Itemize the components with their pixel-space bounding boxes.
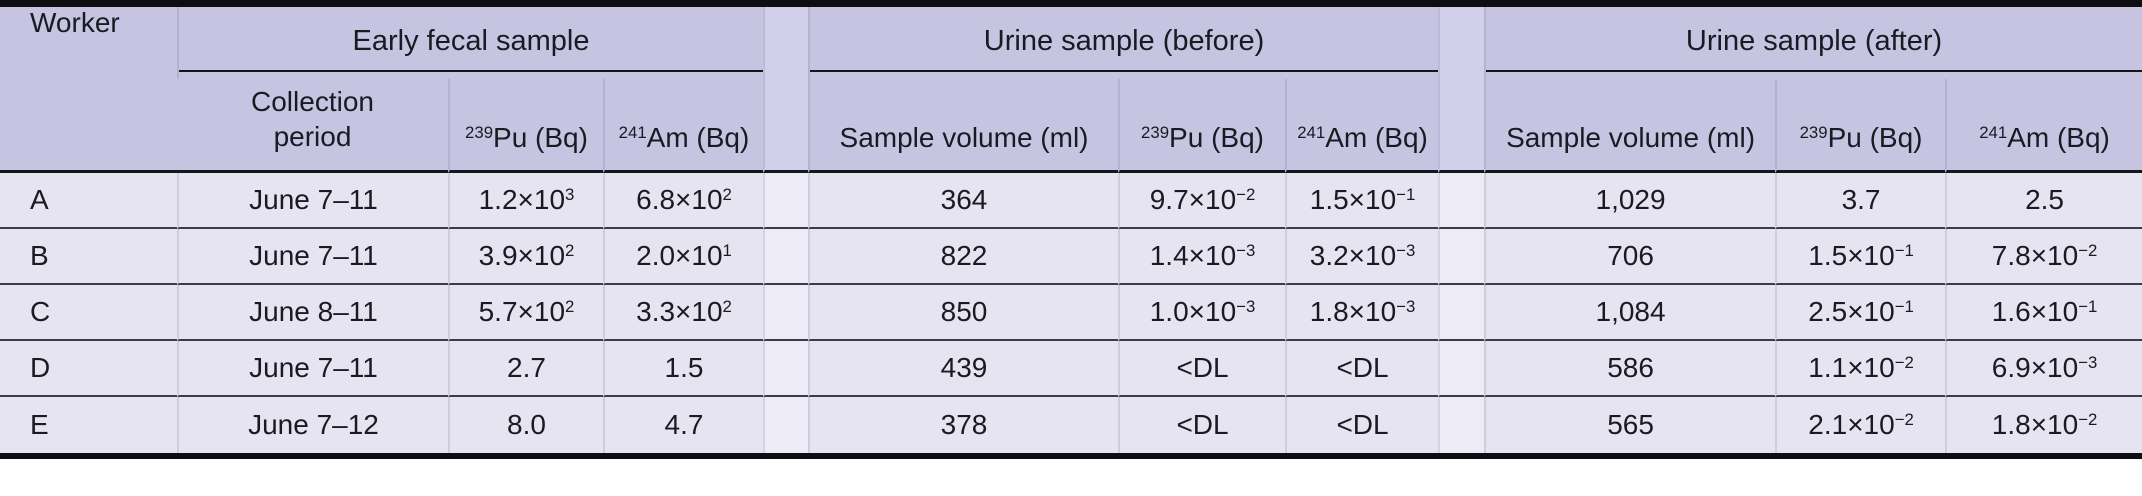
cell-worker: A <box>0 173 177 229</box>
table-body: A June 7–11 1.2×103 6.8×102 364 9.7×10−2 1.5×1… <box>0 173 2142 453</box>
cell-urine-before-volume: 850 <box>808 285 1119 341</box>
table-row: D June 7–11 2.7 1.5 439 <DL <DL 586 1.1×10−2 6.9×… <box>0 341 2142 397</box>
cell-urine-before-pu239: 1.4×10−3 <box>1118 229 1286 285</box>
table-row: B June 7–11 3.9×102 2.0×101 822 1.4×10−3 3.2×1… <box>0 229 2142 285</box>
cell-urine-after-volume: 1,084 <box>1484 285 1776 341</box>
cell-fecal-pu239: 3.9×102 <box>448 229 603 285</box>
cell-urine-after-am241: 2.5 <box>1945 173 2142 229</box>
cell-collection-period: June 7–11 <box>177 229 448 285</box>
group-label: Early fecal sample <box>179 7 764 72</box>
cell-worker: B <box>0 229 177 285</box>
cell-urine-before-am241: 1.8×10−3 <box>1285 285 1439 341</box>
group-header-urine-sample-before: Urine sample (before) <box>808 7 1439 79</box>
column-header-fecal-am241: 241Am (Bq) <box>603 79 764 173</box>
cell-fecal-am241: 3.3×102 <box>603 285 764 341</box>
cell-fecal-pu239: 2.7 <box>448 341 603 397</box>
cell-urine-before-pu239: 1.0×10−3 <box>1118 285 1286 341</box>
column-gap-cell <box>1438 397 1485 453</box>
cell-urine-before-am241: <DL <box>1285 397 1439 453</box>
cell-urine-before-volume: 364 <box>808 173 1119 229</box>
cell-collection-period: June 7–12 <box>177 397 448 453</box>
cell-urine-after-volume: 586 <box>1484 341 1776 397</box>
cell-urine-after-volume: 706 <box>1484 229 1776 285</box>
column-gap-cell <box>1438 341 1485 397</box>
cell-urine-before-am241: 3.2×10−3 <box>1285 229 1439 285</box>
column-header-urine-after-volume: Sample volume (ml) <box>1484 79 1776 173</box>
bioassay-results-table: Worker Early fecal sample Urine sample (… <box>0 7 2142 453</box>
column-gap-cell <box>763 397 809 453</box>
column-gap-cell <box>763 285 809 341</box>
group-header-row: Worker Early fecal sample Urine sample (… <box>0 7 2142 173</box>
cell-urine-before-am241: 1.5×10−1 <box>1285 173 1439 229</box>
table-frame: Worker Early fecal sample Urine sample (… <box>0 0 2142 459</box>
column-gap-cell <box>1438 285 1485 341</box>
cell-urine-before-pu239: 9.7×10−2 <box>1118 173 1286 229</box>
cell-urine-after-am241: 1.8×10−2 <box>1945 397 2142 453</box>
cell-worker: E <box>0 397 177 453</box>
cell-fecal-pu239: 1.2×103 <box>448 173 603 229</box>
cell-urine-after-am241: 1.6×10−1 <box>1945 285 2142 341</box>
group-header-early-fecal-sample: Early fecal sample <box>177 7 764 79</box>
cell-collection-period: June 8–11 <box>177 285 448 341</box>
column-gap-cell <box>763 173 809 229</box>
column-gap-cell <box>1438 173 1485 229</box>
cell-urine-before-volume: 822 <box>808 229 1119 285</box>
column-header-collection-period: Collection period <box>177 79 448 173</box>
group-header-urine-sample-after: Urine sample (after) <box>1484 7 2142 79</box>
cell-urine-after-pu239: 2.1×10−2 <box>1775 397 1946 453</box>
column-header-label: Collection period <box>251 86 374 152</box>
column-gap-cell <box>1438 229 1485 285</box>
cell-urine-after-pu239: 2.5×10−1 <box>1775 285 1946 341</box>
cell-fecal-am241: 4.7 <box>603 397 764 453</box>
column-header-fecal-pu239: 239Pu (Bq) <box>448 79 603 173</box>
column-gap-cell <box>763 341 809 397</box>
column-gap <box>1438 7 1485 173</box>
cell-collection-period: June 7–11 <box>177 173 448 229</box>
cell-urine-after-pu239: 3.7 <box>1775 173 1946 229</box>
column-gap-cell <box>763 229 809 285</box>
table-header: Worker Early fecal sample Urine sample (… <box>0 7 2142 173</box>
cell-fecal-am241: 6.8×102 <box>603 173 764 229</box>
cell-worker: C <box>0 285 177 341</box>
group-label: Urine sample (before) <box>810 7 1439 72</box>
column-header-urine-before-volume: Sample volume (ml) <box>808 79 1119 173</box>
cell-urine-after-am241: 6.9×10−3 <box>1945 341 2142 397</box>
cell-urine-after-volume: 1,029 <box>1484 173 1776 229</box>
column-header-worker: Worker <box>0 7 177 173</box>
cell-urine-before-volume: 439 <box>808 341 1119 397</box>
table-row: C June 8–11 5.7×102 3.3×102 850 1.0×10−3 1.8×1… <box>0 285 2142 341</box>
column-header-urine-before-am241: 241Am (Bq) <box>1285 79 1439 173</box>
cell-fecal-pu239: 8.0 <box>448 397 603 453</box>
table-row: E June 7–12 8.0 4.7 378 <DL <DL 565 2.1×10−2 1.8×… <box>0 397 2142 453</box>
cell-urine-before-am241: <DL <box>1285 341 1439 397</box>
cell-urine-after-pu239: 1.1×10−2 <box>1775 341 1946 397</box>
cell-fecal-pu239: 5.7×102 <box>448 285 603 341</box>
table-row: A June 7–11 1.2×103 6.8×102 364 9.7×10−2 1.5×1… <box>0 173 2142 229</box>
column-gap <box>763 7 809 173</box>
cell-urine-after-pu239: 1.5×10−1 <box>1775 229 1946 285</box>
cell-collection-period: June 7–11 <box>177 341 448 397</box>
column-header-row: Collection period 239Pu (Bq) 241Am (Bq) … <box>0 79 2142 173</box>
column-header-urine-after-am241: 241Am (Bq) <box>1945 79 2142 173</box>
group-label: Urine sample (after) <box>1486 7 2142 72</box>
cell-fecal-am241: 1.5 <box>603 341 764 397</box>
column-header-urine-after-pu239: 239Pu (Bq) <box>1775 79 1946 173</box>
cell-fecal-am241: 2.0×101 <box>603 229 764 285</box>
cell-urine-after-volume: 565 <box>1484 397 1776 453</box>
cell-urine-before-volume: 378 <box>808 397 1119 453</box>
cell-worker: D <box>0 341 177 397</box>
cell-urine-before-pu239: <DL <box>1118 341 1286 397</box>
cell-urine-before-pu239: <DL <box>1118 397 1286 453</box>
column-header-urine-before-pu239: 239Pu (Bq) <box>1118 79 1286 173</box>
cell-urine-after-am241: 7.8×10−2 <box>1945 229 2142 285</box>
